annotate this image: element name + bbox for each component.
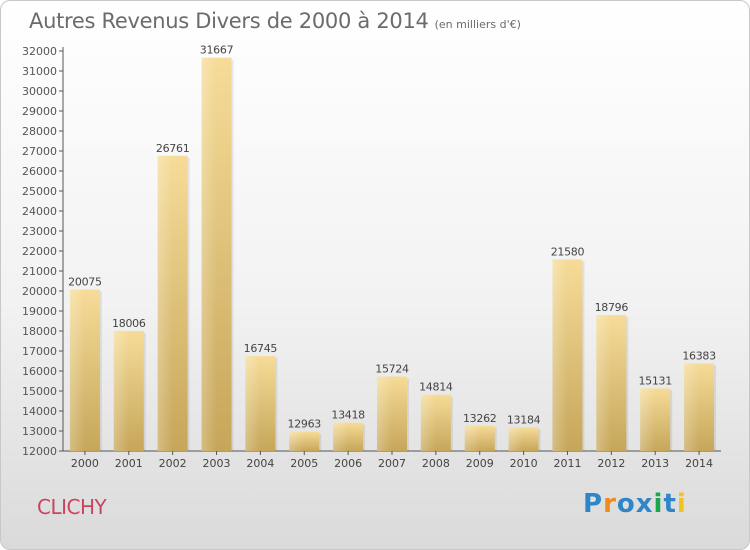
bar-highlight	[245, 356, 261, 451]
x-tick-label: 2005	[290, 457, 318, 470]
bar-value-label: 12963	[288, 418, 322, 431]
x-tick-label: 2000	[71, 457, 99, 470]
logo-letter: P	[583, 489, 604, 519]
bar-value-label: 21580	[551, 245, 585, 258]
y-tick-label: 23000	[22, 225, 57, 238]
bar-value-label: 16745	[244, 342, 278, 355]
chart-subtitle: (en milliers d'€)	[434, 18, 521, 31]
bar-highlight	[552, 259, 568, 451]
logo-letter: i	[676, 489, 687, 519]
x-tick-label: 2014	[685, 457, 713, 470]
x-tick-label: 2013	[641, 457, 669, 470]
x-tick-label: 2009	[466, 457, 494, 470]
bar-highlight	[157, 155, 173, 451]
x-tick-label: 2003	[203, 457, 231, 470]
y-tick-label: 15000	[22, 385, 57, 398]
y-tick-label: 18000	[22, 325, 57, 338]
x-tick-label: 2006	[334, 457, 362, 470]
y-tick-label: 28000	[22, 125, 57, 138]
bar-highlight	[113, 330, 129, 451]
axes: 12000 13000 14000 15000 16000 17000 18000 19000…	[22, 45, 721, 470]
y-tick-label: 25000	[22, 185, 57, 198]
x-tick-label: 2002	[159, 457, 187, 470]
bar-highlight	[464, 425, 480, 451]
bar-value-label: 16383	[682, 349, 716, 362]
city-name: CLICHY	[37, 495, 107, 519]
y-tick-label: 29000	[22, 105, 57, 118]
bar-value-label: 14814	[419, 381, 453, 394]
x-tick-label: 2004	[246, 457, 274, 470]
y-tick-label: 12000	[22, 445, 57, 458]
x-tick-label: 2012	[597, 457, 625, 470]
bar-value-label: 13418	[331, 409, 365, 422]
bar-highlight	[377, 376, 392, 451]
bar-value-label: 15724	[375, 363, 409, 376]
x-tick-label: 2011	[553, 457, 581, 470]
x-tick-label: 2001	[115, 457, 143, 470]
y-tick-label: 26000	[22, 165, 57, 178]
y-tick-label: 22000	[22, 245, 57, 258]
proxiti-logo[interactable]: Proxiti	[583, 489, 687, 519]
bar-value-label: 15131	[638, 374, 672, 387]
bar-value-label: 13262	[463, 412, 497, 425]
logo-letter: o	[616, 489, 636, 519]
y-tick-label: 13000	[22, 425, 57, 438]
bar-highlight	[69, 289, 85, 451]
bars	[69, 57, 717, 451]
x-tick-label: 2008	[422, 457, 450, 470]
y-tick-label: 24000	[22, 205, 57, 218]
y-tick-label: 32000	[22, 45, 57, 58]
bar-highlight	[640, 388, 656, 451]
bar-highlight	[684, 363, 700, 451]
y-tick-label: 21000	[22, 265, 57, 278]
logo-letter: r	[603, 489, 617, 519]
y-tick-label: 30000	[22, 85, 57, 98]
y-tick-label: 16000	[22, 365, 57, 378]
bar-value-label: 26761	[156, 142, 190, 155]
y-tick-label: 20000	[22, 285, 57, 298]
bar-highlight	[201, 57, 217, 451]
y-tick-label: 27000	[22, 145, 57, 158]
bar-value-label: 18006	[112, 317, 146, 330]
x-tick-label: 2007	[378, 457, 406, 470]
y-tick-label: 31000	[22, 65, 57, 78]
chart-title-text: Autres Revenus Divers de 2000 à 2014	[29, 9, 429, 33]
bar-value-label: 13184	[507, 413, 541, 426]
bar-highlight	[333, 422, 349, 451]
bar-highlight	[420, 394, 436, 451]
data-labels: 20075 18006 26761 31667 16745 12963 13418 15724…	[68, 44, 716, 431]
x-tick-label: 2010	[510, 457, 538, 470]
bar-highlight	[596, 315, 612, 451]
logo-letter: t	[663, 489, 677, 519]
y-tick-label: 14000	[22, 405, 57, 418]
bar-value-label: 20075	[68, 276, 102, 289]
bar-value-label: 18796	[595, 301, 629, 314]
bar-value-label: 31667	[200, 44, 234, 57]
bar-highlight	[289, 431, 305, 451]
logo-letter: x	[635, 489, 654, 519]
bar-highlight	[508, 427, 524, 451]
chart-title: Autres Revenus Divers de 2000 à 2014 (en …	[29, 9, 521, 33]
y-tick-label: 19000	[22, 305, 57, 318]
y-tick-label: 17000	[22, 345, 57, 358]
logo-letter: i	[653, 489, 664, 519]
